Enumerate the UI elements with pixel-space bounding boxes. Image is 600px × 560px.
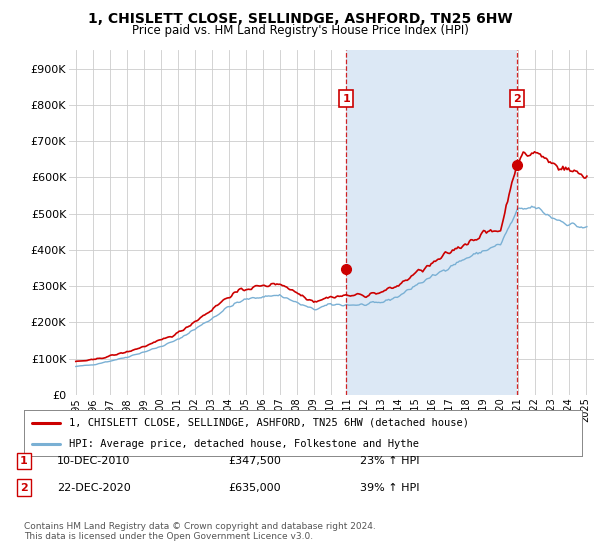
- Text: 1, CHISLETT CLOSE, SELLINDGE, ASHFORD, TN25 6HW (detached house): 1, CHISLETT CLOSE, SELLINDGE, ASHFORD, T…: [68, 418, 469, 428]
- Text: 1: 1: [20, 456, 28, 466]
- Text: Price paid vs. HM Land Registry's House Price Index (HPI): Price paid vs. HM Land Registry's House …: [131, 24, 469, 36]
- Bar: [346, 50, 517, 395]
- Text: £347,500: £347,500: [228, 456, 281, 466]
- Text: 23% ↑ HPI: 23% ↑ HPI: [360, 456, 419, 466]
- Text: 2: 2: [20, 483, 28, 493]
- Text: Contains HM Land Registry data © Crown copyright and database right 2024.
This d: Contains HM Land Registry data © Crown c…: [24, 522, 376, 542]
- Text: £635,000: £635,000: [228, 483, 281, 493]
- Text: 22-DEC-2020: 22-DEC-2020: [57, 483, 131, 493]
- Text: HPI: Average price, detached house, Folkestone and Hythe: HPI: Average price, detached house, Folk…: [68, 439, 419, 449]
- Text: 2: 2: [513, 94, 521, 104]
- Text: 1, CHISLETT CLOSE, SELLINDGE, ASHFORD, TN25 6HW: 1, CHISLETT CLOSE, SELLINDGE, ASHFORD, T…: [88, 12, 512, 26]
- Text: 10-DEC-2010: 10-DEC-2010: [57, 456, 130, 466]
- Text: 39% ↑ HPI: 39% ↑ HPI: [360, 483, 419, 493]
- Text: 1: 1: [343, 94, 350, 104]
